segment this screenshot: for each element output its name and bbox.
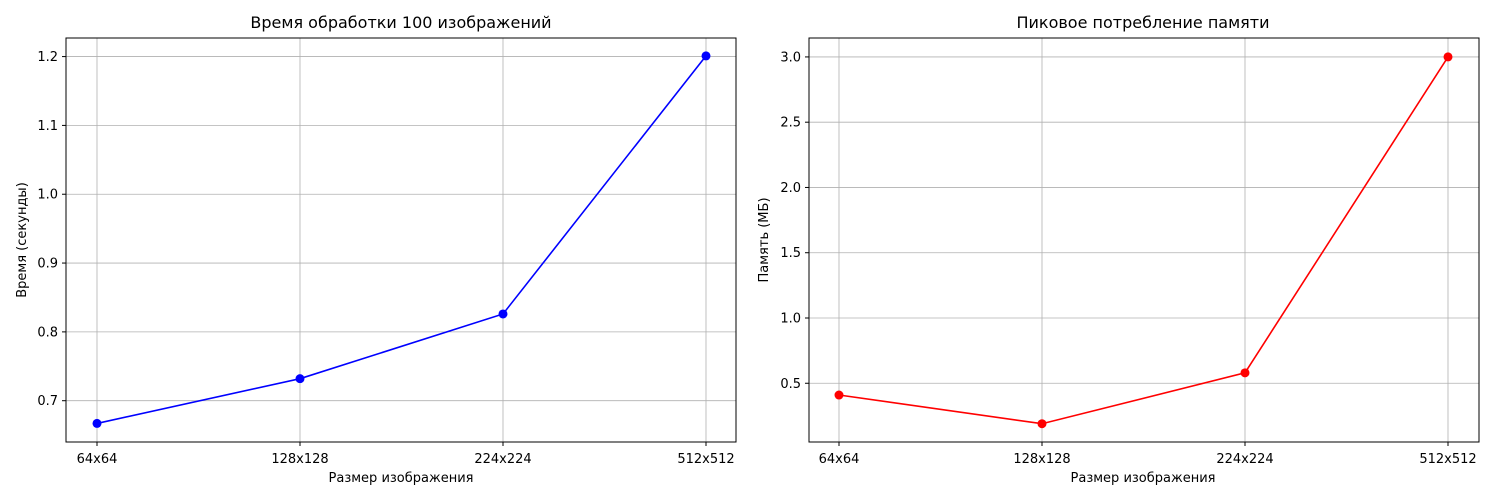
chart-memory-xtick-label: 128x128 bbox=[1013, 452, 1070, 467]
chart-memory-data-point bbox=[834, 390, 844, 400]
chart-memory-ylabel: Память (МБ) bbox=[757, 197, 772, 282]
chart-memory: Пиковое потребление памяти Размер изобра… bbox=[757, 13, 1480, 486]
chart-time-ytick-label: 0.8 bbox=[37, 325, 58, 340]
chart-memory-ytick-label: 0.5 bbox=[780, 377, 801, 392]
chart-memory-ytick-label: 1.0 bbox=[780, 311, 801, 326]
chart-time-ytick-label: 1.1 bbox=[37, 119, 58, 134]
chart-time-axes-frame bbox=[65, 37, 737, 443]
chart-memory-xtick-label: 224x224 bbox=[1216, 452, 1273, 467]
chart-memory-ytick-label: 2.0 bbox=[780, 181, 801, 196]
chart-time-data-point bbox=[92, 418, 102, 428]
chart-memory-grid bbox=[809, 38, 1479, 442]
chart-time-ytick-label: 1.2 bbox=[37, 50, 58, 65]
chart-time-ylabel: Время (секунды) bbox=[15, 182, 30, 298]
chart-time-xtick-label: 512x512 bbox=[677, 452, 734, 467]
chart-memory-data-point bbox=[1443, 52, 1453, 62]
chart-memory-data-point bbox=[1037, 419, 1047, 429]
chart-memory-xtick-label: 512x512 bbox=[1419, 452, 1476, 467]
chart-time-grid bbox=[66, 38, 736, 442]
chart-memory-ytick-label: 3.0 bbox=[780, 50, 801, 65]
chart-memory-axes-frame bbox=[808, 37, 1480, 443]
chart-time-ytick-label: 0.9 bbox=[37, 257, 58, 272]
chart-memory-data-point bbox=[1240, 368, 1250, 378]
chart-memory-ytick-label: 1.5 bbox=[780, 246, 801, 261]
chart-time-xtick-label: 128x128 bbox=[271, 452, 328, 467]
chart-time-title: Время обработки 100 изображений bbox=[250, 13, 551, 32]
chart-time-ytick-label: 0.7 bbox=[37, 394, 58, 409]
chart-memory-xtick-label: 64x64 bbox=[819, 452, 860, 467]
chart-time: Время обработки 100 изображений Размер и… bbox=[15, 13, 737, 486]
chart-memory-ytick-label: 2.5 bbox=[780, 116, 801, 131]
chart-memory-series-line bbox=[838, 56, 1449, 425]
chart-time-series-line bbox=[96, 55, 707, 425]
chart-time-ytick-label: 1.0 bbox=[37, 188, 58, 203]
chart-time-data-point bbox=[295, 374, 305, 384]
chart-time-xtick-label: 64x64 bbox=[77, 452, 118, 467]
chart-time-data-point bbox=[701, 51, 711, 61]
chart-memory-title: Пиковое потребление памяти bbox=[1016, 13, 1269, 32]
chart-memory-xlabel: Размер изображения bbox=[1071, 471, 1216, 486]
chart-time-data-point bbox=[498, 309, 508, 319]
chart-time-xlabel: Размер изображения bbox=[329, 471, 474, 486]
chart-time-xtick-label: 224x224 bbox=[474, 452, 531, 467]
